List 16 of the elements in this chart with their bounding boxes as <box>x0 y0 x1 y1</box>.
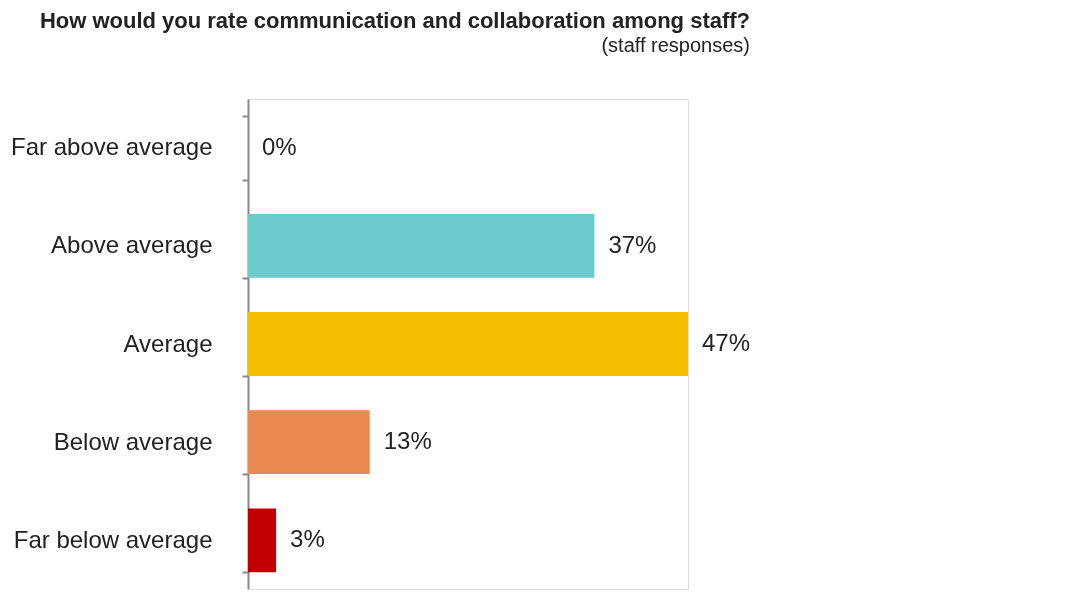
y-tick-label: Above average <box>51 231 213 259</box>
data-label: 3% <box>290 525 325 553</box>
data-label: 47% <box>702 329 751 356</box>
y-tick-label: Below average <box>53 427 213 455</box>
chart-subtitle: (staff responses) <box>601 34 751 56</box>
y-tick-label: Far above average <box>11 133 213 161</box>
bar <box>248 410 370 475</box>
data-label: 0% <box>262 132 297 160</box>
data-label: 37% <box>608 230 657 258</box>
bar <box>248 312 688 376</box>
y-tick-label: Average <box>123 329 213 357</box>
chart-title: How would you rate communication and collaboration among staff? <box>39 8 751 33</box>
y-tick-label: Far below average <box>13 525 213 553</box>
data-label: 13% <box>383 427 432 455</box>
bar <box>248 213 595 278</box>
bar <box>248 508 277 573</box>
